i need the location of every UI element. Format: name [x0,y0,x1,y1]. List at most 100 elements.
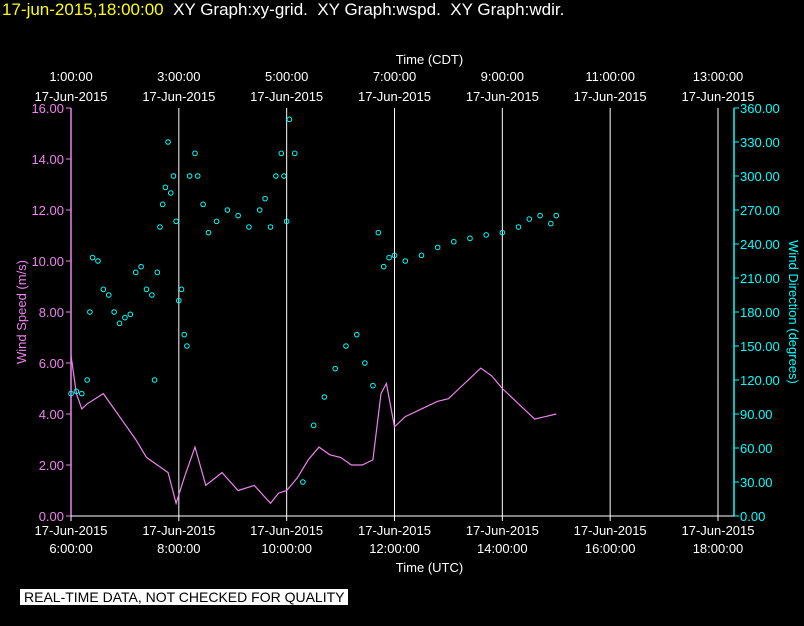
bottom-tick-date: 17-Jun-2015 [574,523,647,538]
wind-direction-point [87,309,93,315]
bottom-tick-date: 17-Jun-2015 [466,523,539,538]
wind-direction-point [100,286,107,293]
bottom-tick-date: 17-Jun-2015 [682,523,755,538]
graph-header: 17-jun-2015,18:00:00 XY Graph:xy-grid. X… [2,0,564,20]
top-tick-time: 3:00:00 [157,69,200,84]
wind-direction-point [235,212,241,219]
left-tick-label: 14.00 [31,152,64,167]
wind-direction-point [116,320,123,327]
wind-direction-point [151,377,158,383]
left-tick-label: 0.00 [39,509,64,524]
wind-direction-point [246,224,252,230]
wind-direction-point [310,422,317,429]
bottom-tick-time: 14:00:00 [477,541,528,556]
wind-direction-point [391,252,398,259]
top-tick-date: 17-Jun-2015 [466,89,539,104]
header-timestamp: 17-jun-2015,18:00:00 [2,0,164,19]
wind-direction-point [162,184,169,191]
wind-direction-point [157,224,163,230]
wind-direction-point [176,297,182,304]
wind-direction-point [213,218,220,225]
wind-direction-point [467,235,473,242]
left-tick-label: 2.00 [39,458,64,473]
bottom-tick-date: 17-Jun-2015 [142,523,215,538]
wind-direction-point [84,377,90,383]
header-title-xy-grid: XY Graph:xy-grid. [173,0,308,19]
wind-direction-point [138,263,144,270]
bottom-tick-time: 18:00:00 [693,541,744,556]
wind-direction-point [267,224,274,230]
top-tick-date: 17-Jun-2015 [250,89,323,104]
left-tick-label: 6.00 [39,356,64,371]
wind-direction-point [370,382,376,389]
bottom-tick-time: 16:00:00 [585,541,636,556]
top-tick-time: 7:00:00 [373,69,416,84]
bottom-tick-time: 10:00:00 [261,541,312,556]
wind-direction-point [386,254,392,261]
bottom-tick-time: 12:00:00 [369,541,420,556]
wind-direction-point [181,331,188,338]
wind-direction-point [154,269,161,276]
wind-direction-point [173,218,179,225]
wind-direction-point [300,479,306,485]
left-tick-label: 8.00 [39,305,64,320]
wind-direction-point [111,309,117,315]
bottom-tick-date: 17-Jun-2015 [35,523,108,538]
wind-direction-point [132,269,139,276]
left-tick-label: 4.00 [39,407,64,422]
top-tick-date: 17-Jun-2015 [142,89,215,104]
wind-direction-point [194,173,201,179]
right-tick-label: 180.00 [740,305,780,320]
wind-direction-point [165,139,171,145]
bottom-tick-time: 8:00:00 [157,541,200,556]
right-tick-label: 0.00 [740,509,765,524]
wind-direction-point [68,390,74,397]
wind-direction-point [122,314,128,321]
right-tick-label: 300.00 [740,169,780,184]
right-tick-label: 90.00 [740,407,773,422]
bottom-axis-label: Time (UTC) [396,560,463,575]
wind-direction-point [186,173,193,179]
wind-direction-point [200,201,206,208]
top-tick-date: 17-Jun-2015 [682,89,755,104]
right-tick-label: 330.00 [740,135,780,150]
wind-direction-point [89,254,96,261]
wind-direction-point [537,212,543,219]
wind-direction-point [262,195,268,202]
wind-direction-point [281,173,287,179]
top-axis-label: Time (CDT) [396,52,463,67]
wind-direction-point [78,390,85,397]
wind-direction-point [205,229,212,236]
wind-direction-point [418,252,425,259]
wind-direction-point [499,229,506,236]
wind-direction-point [375,229,382,236]
right-axis-label: Wind Direction (degrees) [786,240,801,384]
right-tick-label: 120.00 [740,373,780,388]
right-tick-label: 30.00 [740,475,773,490]
wind-direction-point [353,331,360,338]
right-tick-label: 360.00 [740,101,780,116]
wind-direction-point [159,201,166,208]
left-tick-label: 10.00 [31,254,64,269]
wind-direction-point [553,212,560,219]
wind-direction-point [127,311,134,318]
wind-direction-point [451,238,457,245]
wind-speed-line [70,355,557,506]
wind-direction-point [278,150,285,157]
wind-direction-point [95,258,101,264]
left-tick-label: 16.00 [31,101,64,116]
wind-direction-point [283,218,290,225]
wind-direction-point [184,343,190,349]
wind-direction-point [73,388,80,395]
top-tick-date: 17-Jun-2015 [35,89,108,104]
wind-direction-point [332,365,338,372]
wind-direction-point [224,207,231,213]
wind-direction-point [273,173,279,179]
wind-direction-point [149,292,155,298]
wind-direction-point [548,220,554,227]
bottom-tick-date: 17-Jun-2015 [250,523,323,538]
wind-direction-point [434,244,441,251]
right-tick-label: 270.00 [740,203,780,218]
wind-direction-point [380,263,387,270]
